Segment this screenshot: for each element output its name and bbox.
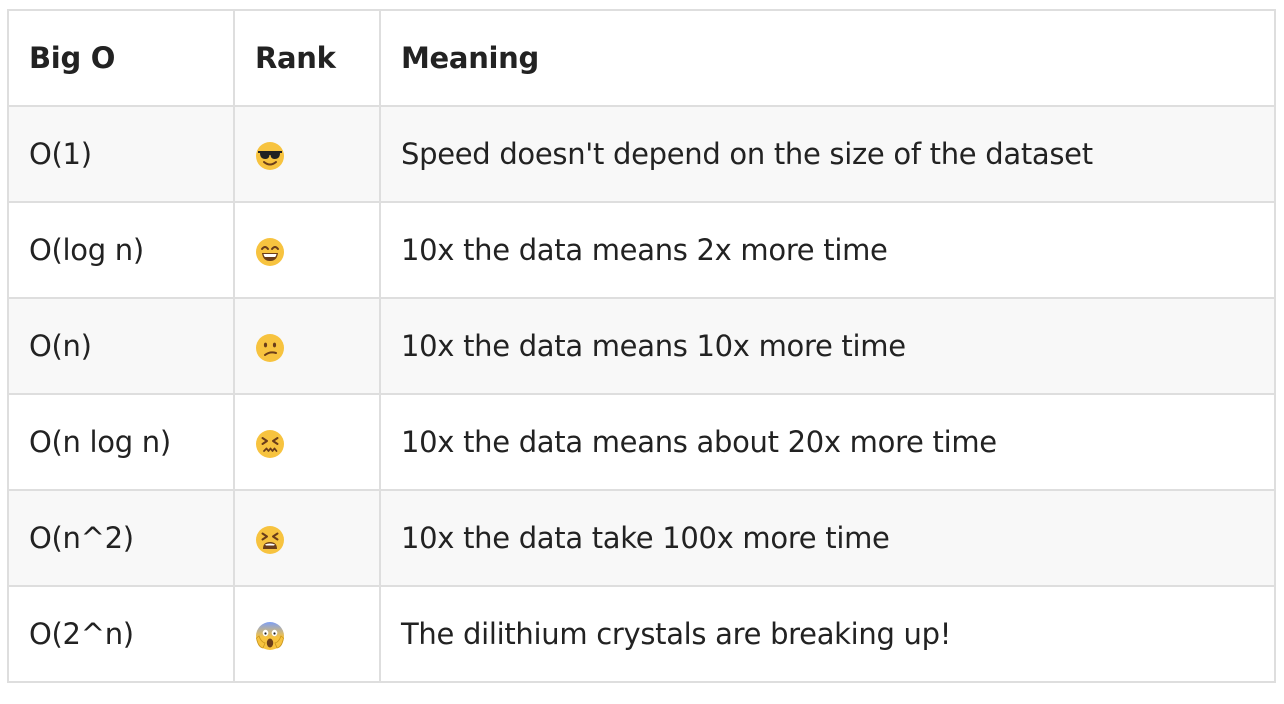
big-o-table-container: Big O Rank Meaning O(1) Speed doe: [7, 9, 1276, 683]
meaning-cell: 10x the data means about 20x more time: [379, 393, 1276, 491]
table-row: O(n log n) 10x the data means about 20x …: [7, 393, 1276, 491]
header-meaning: Meaning: [379, 9, 1276, 107]
header-rank: Rank: [233, 9, 381, 107]
tired-face-icon: [255, 525, 285, 555]
rank-cell: [233, 105, 381, 203]
confounded-face-icon: [255, 429, 285, 459]
meaning-cell: 10x the data means 10x more time: [379, 297, 1276, 395]
big-o-cell: O(n log n): [7, 393, 235, 491]
rank-cell: [233, 585, 381, 683]
table-row: O(log n) 10x the data means 2x more time: [7, 201, 1276, 299]
big-o-cell: O(log n): [7, 201, 235, 299]
table-row: O(1) Speed doesn't depend on the size of…: [7, 105, 1276, 203]
rank-cell: [233, 201, 381, 299]
big-o-cell: O(2^n): [7, 585, 235, 683]
table-row: O(n^2) 10x the data take 100x more time: [7, 489, 1276, 587]
big-o-cell: O(1): [7, 105, 235, 203]
smiling-face-with-sunglasses-icon: [255, 141, 285, 171]
meaning-cell: The dilithium crystals are breaking up!: [379, 585, 1276, 683]
rank-cell: [233, 393, 381, 491]
table-row: O(n) 10x the data means 10x more time: [7, 297, 1276, 395]
table-header-row: Big O Rank Meaning: [7, 9, 1276, 107]
grinning-face-with-smiling-eyes-icon: [255, 237, 285, 267]
rank-cell: [233, 489, 381, 587]
header-big-o: Big O: [7, 9, 235, 107]
rank-cell: [233, 297, 381, 395]
face-screaming-in-fear-icon: [255, 621, 285, 651]
meaning-cell: 10x the data means 2x more time: [379, 201, 1276, 299]
meaning-cell: Speed doesn't depend on the size of the …: [379, 105, 1276, 203]
big-o-table: Big O Rank Meaning O(1) Speed doe: [7, 9, 1276, 683]
meaning-cell: 10x the data take 100x more time: [379, 489, 1276, 587]
table-row: O(2^n): [7, 585, 1276, 683]
confused-face-icon: [255, 333, 285, 363]
big-o-cell: O(n): [7, 297, 235, 395]
big-o-cell: O(n^2): [7, 489, 235, 587]
